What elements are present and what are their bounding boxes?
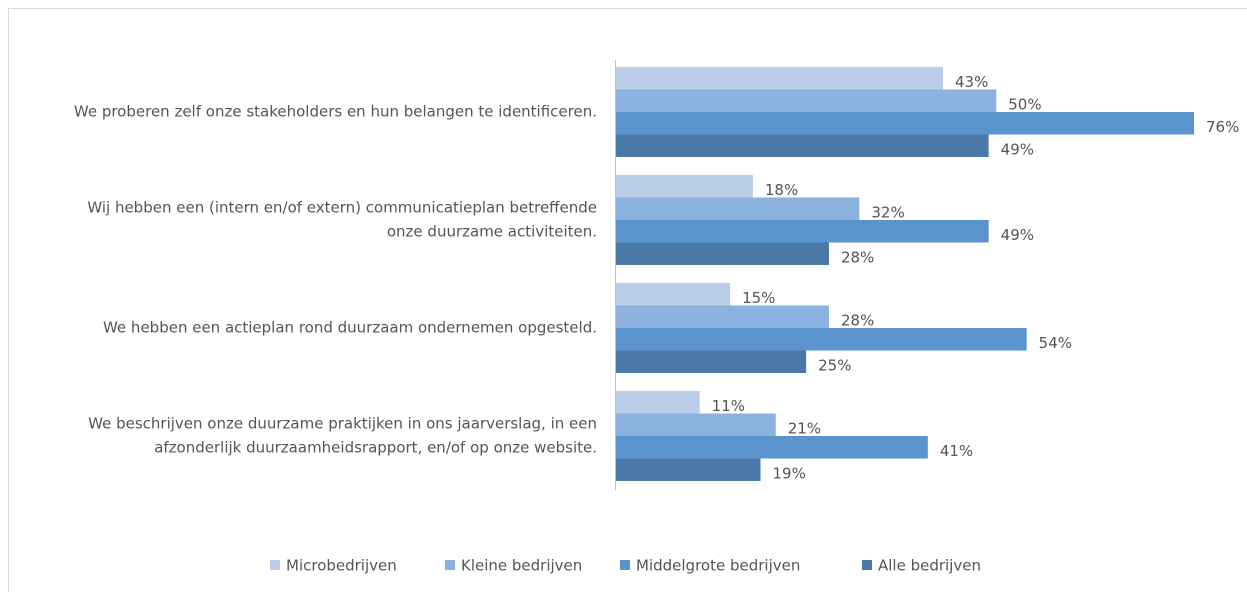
bar [616,458,761,481]
value-label: 28% [841,248,874,266]
value-label: 41% [940,442,973,460]
bar [616,413,776,436]
category-label: We hebben een actieplan rond duurzaam on… [103,319,597,337]
legend-label: Kleine bedrijven [461,557,582,575]
value-label: 43% [955,73,988,91]
value-label: 15% [742,289,775,307]
legend-swatch [270,560,280,570]
value-label: 21% [788,419,821,437]
value-label: 76% [1206,118,1239,136]
bar [616,436,928,459]
value-label: 50% [1008,95,1041,113]
legend-label: Microbedrijven [286,557,397,575]
bar [616,328,1027,351]
category-label: Wij hebben een (intern en/of extern) com… [87,199,597,217]
value-label: 49% [1001,226,1034,244]
legend-swatch [862,560,872,570]
value-label: 11% [712,397,745,415]
legend-label: Alle bedrijven [878,557,981,575]
category-label: We beschrijven onze duurzame praktijken … [88,415,597,433]
category-label: We proberen zelf onze stakeholders en hu… [74,103,597,121]
category-label: onze duurzame activiteiten. [387,223,597,241]
bar [616,67,944,90]
legend-swatch [620,560,630,570]
value-label: 25% [818,356,851,374]
legend-label: Middelgrote bedrijven [636,557,800,575]
legend-swatch [445,560,455,570]
bar [616,112,1194,135]
value-label: 54% [1039,334,1072,352]
bar [616,220,989,243]
value-label: 18% [765,181,798,199]
bar [616,242,829,265]
bar [616,175,753,198]
chart-frame [8,8,1247,592]
category-label: afzonderlijk duurzaamheidsrapport, en/of… [154,439,597,457]
bar [616,283,731,306]
value-label: 28% [841,311,874,329]
value-label: 49% [1001,140,1034,158]
bar [616,197,860,220]
bar [616,391,700,414]
bar [616,305,829,328]
value-label: 32% [871,203,904,221]
bar [616,134,989,157]
value-label: 19% [773,464,806,482]
bar [616,350,807,373]
bar [616,89,997,112]
